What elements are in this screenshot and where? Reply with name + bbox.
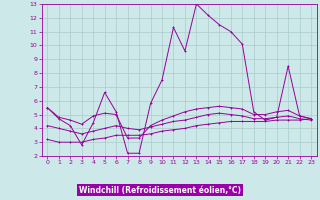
Text: Windchill (Refroidissement éolien,°C): Windchill (Refroidissement éolien,°C) xyxy=(79,186,241,194)
